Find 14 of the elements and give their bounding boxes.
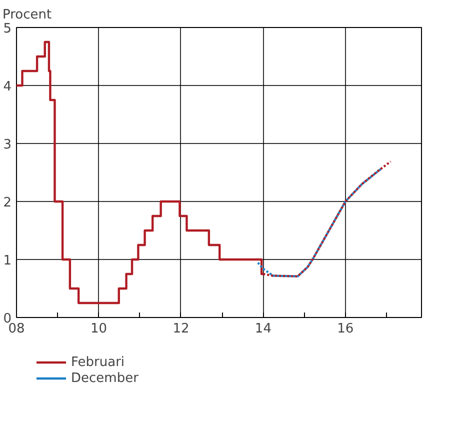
x-tick-label: 08 <box>8 322 25 336</box>
line-series <box>256 167 383 278</box>
y-tick-label: 3 <box>3 138 12 152</box>
x-tick-label: 16 <box>337 322 354 336</box>
y-axis-title: Procent <box>2 8 52 22</box>
y-tick-label: 1 <box>3 254 12 268</box>
x-tick-label: 14 <box>254 322 272 336</box>
legend-label: December <box>71 370 138 386</box>
legend-label: Februari <box>71 354 125 370</box>
y-tick-label: 5 <box>3 22 12 36</box>
x-tick-label: 12 <box>172 322 190 336</box>
y-tick-label: 2 <box>3 196 12 210</box>
x-tick-label: 10 <box>90 322 108 336</box>
y-tick-label: 4 <box>3 80 12 94</box>
